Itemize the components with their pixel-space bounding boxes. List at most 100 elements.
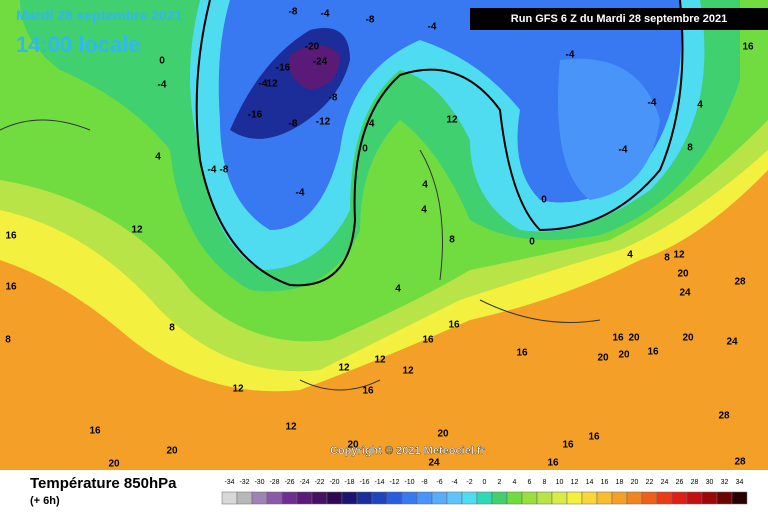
contour-label: 0 — [541, 195, 547, 206]
contour-label: 16 — [5, 282, 17, 293]
contour-label: 12 — [266, 79, 278, 90]
colorbar-tick: 2 — [498, 479, 502, 486]
contour-label: 20 — [628, 333, 640, 344]
contour-label: 20 — [347, 440, 359, 451]
contour-label: 12 — [402, 366, 414, 377]
contour-label: -4 — [296, 188, 305, 199]
color-swatch — [416, 491, 433, 505]
color-swatch — [371, 491, 388, 505]
contour-label: 12 — [232, 384, 244, 395]
contour-label: -8 — [366, 15, 375, 26]
contour-label: 12 — [285, 422, 297, 433]
colorbar-tick: 16 — [601, 479, 609, 486]
colorbar-tick: 12 — [571, 479, 579, 486]
contour-label: -4 — [158, 80, 167, 91]
contour-label: 4 — [422, 180, 428, 191]
contour-label: 4 — [697, 100, 703, 111]
contour-label: 12 — [673, 250, 685, 261]
colorbar-tick: 18 — [616, 479, 624, 486]
contour-label: 8 — [5, 335, 11, 346]
colorbar-tick: -22 — [314, 479, 324, 486]
contour-label: -12 — [316, 117, 331, 128]
colorbar-tick: 22 — [646, 479, 654, 486]
contour-label: 20 — [677, 269, 689, 280]
contour-label: -4 — [566, 50, 575, 61]
color-swatch — [656, 491, 673, 505]
contour-label: 28 — [734, 277, 746, 288]
colorbar-tick: -6 — [436, 479, 442, 486]
color-swatch — [611, 491, 628, 505]
color-swatch — [671, 491, 688, 505]
footer-title: Température 850hPa — [30, 475, 177, 492]
color-swatch — [566, 491, 583, 505]
color-swatch — [476, 491, 493, 505]
colorbar-tick: 34 — [736, 479, 744, 486]
footer-lead: (+ 6h) — [30, 495, 60, 507]
color-swatch — [446, 491, 463, 505]
color-swatch — [296, 491, 313, 505]
colorbar-tick: 4 — [513, 479, 517, 486]
contour-label: 24 — [428, 458, 440, 469]
colorbar-tick: -28 — [269, 479, 279, 486]
contour-label: 28 — [734, 457, 746, 468]
contour-label: 0 — [159, 56, 165, 67]
colorbar-tick: -12 — [389, 479, 399, 486]
colorbar-tick: -30 — [254, 479, 264, 486]
color-swatch — [506, 491, 523, 505]
contour-label: 16 — [562, 440, 574, 451]
contour-label: -4 — [648, 98, 657, 109]
colorbar-tick: -10 — [404, 479, 414, 486]
copyright: Copyright © 2021 Meteociel.fr — [330, 445, 486, 457]
contour-label: -4 — [366, 119, 375, 130]
contour-label: 8 — [664, 253, 670, 264]
contour-label: -8 — [289, 7, 298, 18]
colorbar-tick: 28 — [691, 479, 699, 486]
color-swatch — [221, 491, 238, 505]
color-swatch — [386, 491, 403, 505]
color-swatch — [641, 491, 658, 505]
contour-label: -4 — [619, 145, 628, 156]
color-swatch — [461, 491, 478, 505]
colorbar-tick: -34 — [224, 479, 234, 486]
color-swatch — [716, 491, 733, 505]
contour-label: 12 — [131, 225, 143, 236]
colorbar-tick: 6 — [528, 479, 532, 486]
color-swatch — [251, 491, 268, 505]
contour-label: -16 — [276, 63, 291, 74]
contour-label: 16 — [422, 335, 434, 346]
contour-label: 16 — [742, 42, 754, 53]
colorbar-tick: -18 — [344, 479, 354, 486]
contour-label: -8 — [220, 165, 229, 176]
contour-label: -4 — [321, 9, 330, 20]
contour-label: 12 — [446, 115, 458, 126]
contour-label: 16 — [89, 426, 101, 437]
contour-label: -8 — [329, 93, 338, 104]
color-swatch — [536, 491, 553, 505]
color-swatch — [356, 491, 373, 505]
colorbar-tick: -8 — [421, 479, 427, 486]
colorbar-tick: -2 — [466, 479, 472, 486]
contour-label: 16 — [547, 458, 559, 469]
color-swatch — [596, 491, 613, 505]
colorbar-tick: -32 — [239, 479, 249, 486]
contour-label: -24 — [313, 57, 328, 68]
color-swatch — [281, 491, 298, 505]
run-box — [470, 8, 768, 30]
contour-label: 20 — [108, 459, 120, 470]
contour-label: -8 — [289, 119, 298, 130]
color-swatch — [521, 491, 538, 505]
contour-label: -16 — [248, 110, 263, 121]
color-swatch — [491, 491, 508, 505]
contour-label: -20 — [305, 42, 320, 53]
color-swatch — [326, 491, 343, 505]
color-swatch — [431, 491, 448, 505]
color-swatch — [581, 491, 598, 505]
contour-label: 4 — [155, 152, 161, 163]
contour-label: 8 — [449, 235, 455, 246]
color-swatch — [236, 491, 253, 505]
color-swatch — [341, 491, 358, 505]
contour-label: 4 — [421, 205, 427, 216]
color-swatch — [686, 491, 703, 505]
run: Run GFS 6 Z du Mardi 28 septembre 2021 — [511, 13, 727, 25]
colorbar-tick: 14 — [586, 479, 594, 486]
